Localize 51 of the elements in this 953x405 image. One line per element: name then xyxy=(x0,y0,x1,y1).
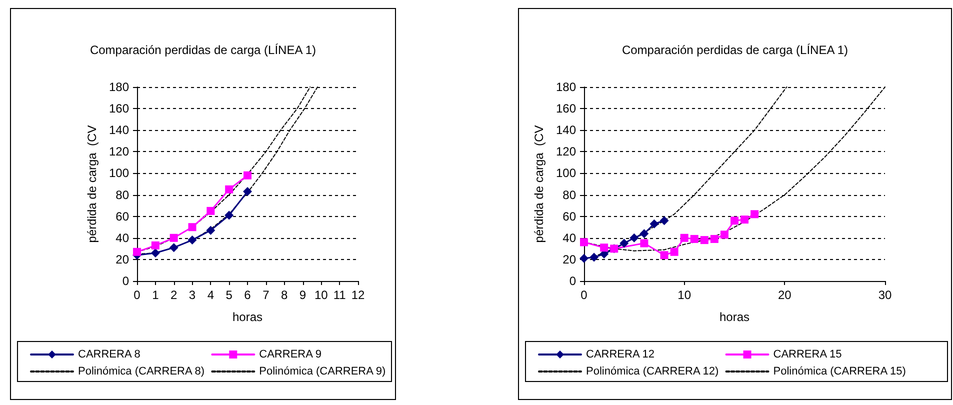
y-tick-label: 140 xyxy=(108,123,130,138)
x-tick-label: 10 xyxy=(314,288,328,302)
y-tick-label: 120 xyxy=(108,144,130,159)
legend-label: Polinómica (CARRERA 9) xyxy=(259,366,386,378)
x-tick-label: 6 xyxy=(244,288,252,302)
legend-label: Polinómica (CARRERA 15) xyxy=(773,366,906,378)
x-axis-title: horas xyxy=(232,310,263,324)
y-tick-label: 160 xyxy=(108,102,130,116)
y-tick-label: 100 xyxy=(108,166,130,180)
x-tick-label: 1 xyxy=(152,288,160,302)
y-tick-label: 180 xyxy=(108,80,130,94)
legend-label: CARRERA 12 xyxy=(586,348,654,360)
x-tick-label: 7 xyxy=(262,288,270,302)
x-tick-label: 0 xyxy=(134,288,141,302)
chart-title: Comparación perdidas de carga (LÍNEA 1) xyxy=(90,43,316,57)
y-tick-label: 40 xyxy=(116,230,130,245)
x-tick-label: 9 xyxy=(299,288,306,302)
y-tick-label: 140 xyxy=(556,123,576,138)
x-tick-label: 20 xyxy=(778,288,792,302)
x-tick-label: 0 xyxy=(580,288,588,302)
x-tick-label: 11 xyxy=(333,288,346,302)
y-tick-label: 100 xyxy=(556,166,576,180)
x-tick-label: 4 xyxy=(207,288,214,302)
y-tick-label: 60 xyxy=(562,209,576,224)
x-axis-title: horas xyxy=(719,310,750,324)
y-tick-label: 80 xyxy=(116,188,130,202)
legend-label: Polinómica (CARRERA 12) xyxy=(586,366,719,378)
y-axis-title: pérdida de carga (CV xyxy=(85,125,100,243)
x-tick-label: 30 xyxy=(878,288,892,302)
y-tick-label: 180 xyxy=(556,80,576,94)
x-tick-label: 3 xyxy=(188,288,196,302)
x-tick-label: 10 xyxy=(678,288,692,302)
chart-title: Comparación perdidas de carga (LÍNEA 1) xyxy=(622,43,848,57)
y-tick-label: 60 xyxy=(116,209,130,224)
y-tick-label: 120 xyxy=(556,144,576,159)
y-tick-label: 0 xyxy=(569,274,576,288)
legend-label: Polinómica (CARRERA 8) xyxy=(78,366,205,378)
legend-label: CARRERA 15 xyxy=(773,348,842,360)
legend-label: CARRERA 9 xyxy=(259,348,322,360)
y-tick-label: 40 xyxy=(562,230,576,245)
x-tick-label: 8 xyxy=(280,288,288,302)
y-axis-title: pérdida de carga (CV xyxy=(532,125,546,243)
y-tick-label: 80 xyxy=(562,188,576,202)
y-tick-label: 0 xyxy=(122,274,130,288)
y-tick-label: 20 xyxy=(562,252,576,266)
x-tick-label: 5 xyxy=(226,288,233,302)
y-tick-label: 160 xyxy=(556,102,576,116)
legend-label: CARRERA 8 xyxy=(78,348,140,360)
x-tick-label: 12 xyxy=(351,288,365,302)
y-tick-label: 20 xyxy=(116,252,130,266)
x-tick-label: 2 xyxy=(170,288,178,302)
